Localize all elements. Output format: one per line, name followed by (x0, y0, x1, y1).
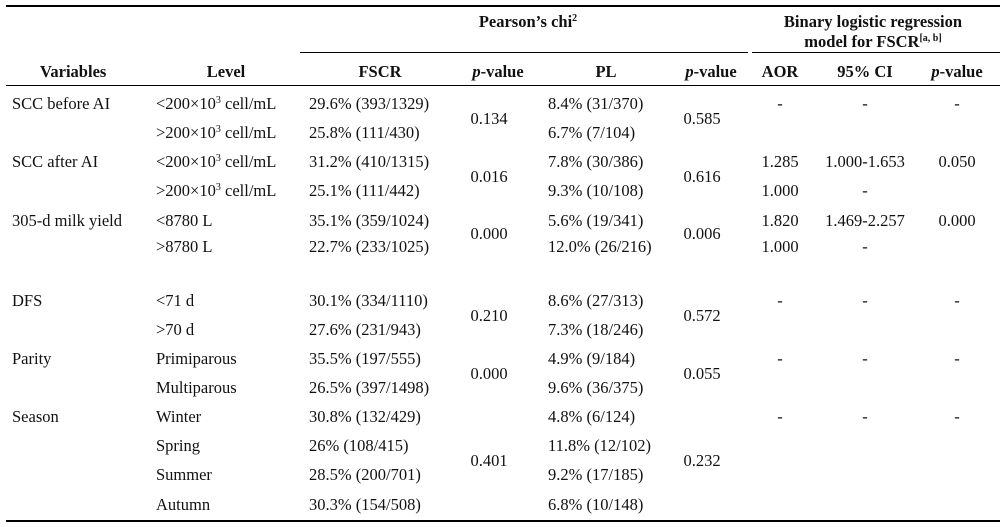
variable-label: Parity (12, 349, 52, 368)
regression-p-value-cell: - (954, 94, 960, 113)
level-label: Winter (156, 407, 202, 426)
column-header-95ci: 95% CI (837, 62, 893, 81)
fscr-cell: 35.1% (359/1024) (309, 211, 430, 230)
ci-cell: - (862, 94, 868, 113)
fscr-cell: 35.5% (197/555) (309, 349, 421, 368)
variable-label: SCC before AI (12, 94, 111, 113)
level-label: Primiparous (156, 349, 237, 368)
level-label: Summer (156, 465, 212, 484)
pl-cell: 8.6% (27/313) (548, 291, 644, 310)
aor-cell: 1.000 (761, 237, 799, 256)
pl-cell: 9.3% (10/108) (548, 181, 644, 200)
pl-cell: 9.6% (36/375) (548, 378, 644, 397)
level-label: >8780 L (156, 237, 213, 256)
pl-p-value-cell: 0.232 (683, 451, 721, 470)
fscr-cell: 29.6% (393/1329) (309, 94, 430, 113)
aor-cell: - (777, 407, 783, 426)
variable-label: 305-d milk yield (12, 211, 122, 230)
variable-label: Season (12, 407, 59, 426)
column-header-p-value-regression: p-value (931, 62, 983, 81)
column-header-fscr: FSCR (358, 62, 402, 81)
column-header-aor: AOR (761, 62, 799, 81)
regression-group-rule (752, 52, 1000, 53)
chi-group-rule (300, 52, 748, 53)
fscr-cell: 31.2% (410/1315) (309, 152, 430, 171)
aor-cell: - (777, 349, 783, 368)
level-label: <200×103 cell/mL (156, 152, 277, 171)
variable-label: DFS (12, 291, 43, 310)
level-label: <200×103 cell/mL (156, 94, 277, 113)
pl-p-value-cell: 0.006 (683, 224, 721, 243)
regression-p-value-cell: - (954, 349, 960, 368)
regression-p-value-cell: - (954, 291, 960, 310)
pl-cell: 7.8% (30/386) (548, 152, 644, 171)
pl-cell: 7.3% (18/246) (548, 320, 644, 339)
aor-cell: 1.000 (761, 181, 799, 200)
group-header-regression-line2: model for FSCR[a, b] (804, 32, 942, 51)
fscr-cell: 25.1% (111/442) (309, 181, 420, 200)
level-label: <8780 L (156, 211, 213, 230)
fscr-p-value-cell: 0.000 (470, 224, 508, 243)
fscr-cell: 26.5% (397/1498) (309, 378, 430, 397)
pl-p-value-cell: 0.572 (683, 305, 721, 325)
ci-cell: 1.469-2.257 (825, 211, 905, 230)
ci-cell: - (862, 237, 868, 256)
table-top-rule (6, 5, 1000, 7)
pl-p-value-cell: 0.585 (683, 108, 721, 128)
pl-cell: 6.8% (10/148) (548, 495, 644, 514)
level-label: >200×103 cell/mL (156, 123, 277, 142)
level-label: >70 d (156, 320, 195, 339)
level-label: Multiparous (156, 378, 237, 397)
ci-cell: - (862, 291, 868, 310)
ci-cell: - (862, 349, 868, 368)
column-header-variables: Variables (40, 62, 107, 81)
pl-cell: 11.8% (12/102) (548, 436, 651, 455)
fscr-p-value-cell: 0.134 (470, 108, 508, 128)
ci-cell: - (862, 181, 868, 200)
fscr-cell: 25.8% (111/430) (309, 123, 420, 142)
regression-p-value-cell: 0.000 (938, 211, 976, 230)
pl-cell: 8.4% (31/370) (548, 94, 644, 113)
fscr-p-value-cell: 0.401 (470, 451, 508, 470)
pl-cell: 4.8% (6/124) (548, 407, 636, 426)
header-bottom-rule (6, 85, 1000, 86)
regression-p-value-cell: 0.050 (938, 152, 976, 171)
ci-cell: - (862, 407, 868, 426)
pl-p-value-cell: 0.055 (683, 363, 721, 383)
group-header-chi: Pearson’s chi2 (478, 12, 578, 31)
level-label: Autumn (156, 495, 211, 514)
fscr-p-value-cell: 0.210 (470, 305, 508, 325)
aor-cell: 1.285 (761, 152, 799, 171)
level-label: >200×103 cell/mL (156, 181, 277, 200)
fscr-cell: 28.5% (200/701) (309, 465, 421, 484)
fscr-p-value-cell: 0.016 (470, 166, 508, 186)
fscr-cell: 30.3% (154/508) (309, 495, 421, 514)
fscr-cell: 22.7% (233/1025) (309, 237, 430, 256)
table-bottom-rule (6, 520, 1000, 522)
column-header-p-value-pl: p-value (685, 62, 737, 81)
regression-p-value-cell: - (954, 407, 960, 426)
fscr-cell: 27.6% (231/943) (309, 320, 421, 339)
column-header-p-value-fscr: p-value (472, 62, 524, 81)
pl-cell: 5.6% (19/341) (548, 211, 644, 230)
fscr-cell: 26% (108/415) (309, 436, 409, 455)
group-header-regression-line1: Binary logistic regression (783, 12, 963, 31)
aor-cell: - (777, 94, 783, 113)
pl-cell: 9.2% (17/185) (548, 465, 644, 484)
pl-cell: 4.9% (9/184) (548, 349, 636, 368)
aor-cell: 1.820 (761, 211, 799, 230)
ci-cell: 1.000-1.653 (825, 152, 905, 171)
aor-cell: - (777, 291, 783, 310)
pl-p-value-cell: 0.616 (683, 166, 721, 186)
fscr-cell: 30.1% (334/1110) (309, 291, 428, 310)
pl-cell: 12.0% (26/216) (548, 237, 652, 256)
column-header-pl: PL (595, 62, 617, 81)
level-label: <71 d (156, 291, 195, 310)
fscr-cell: 30.8% (132/429) (309, 407, 421, 426)
column-header-level: Level (206, 62, 246, 81)
fscr-p-value-cell: 0.000 (470, 363, 508, 383)
level-label: Spring (156, 436, 201, 455)
pl-cell: 6.7% (7/104) (548, 123, 636, 142)
variable-label: SCC after AI (12, 152, 99, 171)
